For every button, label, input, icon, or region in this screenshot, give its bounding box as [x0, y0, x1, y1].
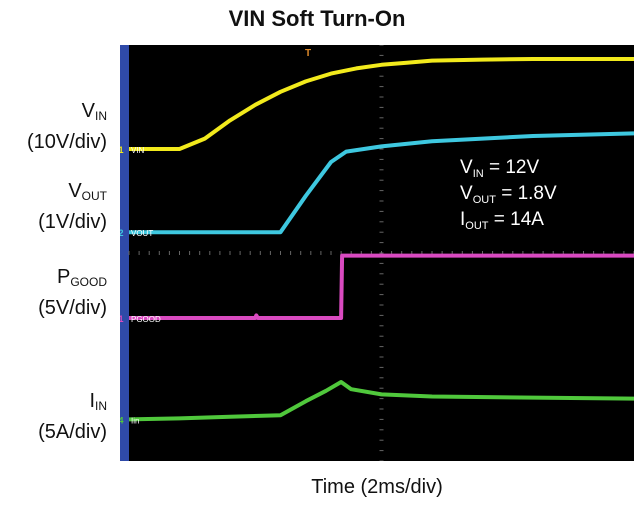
ylabel-iin-name: I — [89, 390, 95, 412]
trace-iin — [128, 380, 634, 422]
ylabel-pgood-scale: (5V/div) — [38, 297, 107, 319]
annotation-value: = 1.8V — [496, 183, 557, 204]
tag-pgood: PGOOD — [131, 315, 161, 324]
marker-vout: 2 — [120, 228, 124, 238]
annotation-value: = 12V — [484, 157, 540, 178]
ylabel-vout-scale: (1V/div) — [38, 211, 107, 233]
scope-left-bar — [120, 45, 129, 461]
tag-vin: VIN — [131, 146, 145, 155]
chart-title: VIN Soft Turn-On — [228, 6, 406, 31]
ylabel-vin: VIN (10V/div) — [27, 98, 107, 155]
ylabel-pgood-sub: GOOD — [70, 275, 107, 289]
annotation-name: V — [460, 157, 473, 178]
tag-vout: VOUT — [131, 229, 153, 238]
marker-iin: 4 — [120, 415, 124, 425]
tag-iin: Iin — [131, 416, 139, 425]
annotation-value: = 14A — [489, 209, 545, 230]
annotation-name: I — [460, 209, 465, 230]
ylabel-iin: IIN (5A/div) — [38, 388, 107, 445]
annotation-line: VIN = 12V — [460, 157, 539, 180]
annotation-name: V — [460, 183, 473, 204]
x-axis-label: Time (2ms/div) — [311, 476, 443, 498]
trace-vout — [129, 131, 634, 235]
scope-traces — [128, 57, 634, 422]
annotation-line: VOUT = 1.8V — [460, 183, 557, 206]
annotation-sub: IN — [473, 168, 484, 180]
ylabel-vout-sub: OUT — [81, 189, 107, 203]
ylabel-pgood-name: P — [56, 266, 71, 288]
scope-channel-markers: 1 VIN 2 VOUT 1 PGOOD 4 Iin — [120, 145, 161, 425]
annotation-line: IOUT = 14A — [460, 209, 544, 232]
ylabel-iin-sub: IN — [95, 399, 107, 413]
trace-vin — [129, 57, 634, 151]
ylabel-vin-sub: IN — [95, 109, 107, 123]
trace-pgood — [129, 253, 634, 320]
trigger-marker: T — [305, 48, 311, 59]
annotation-sub: OUT — [473, 194, 497, 206]
ylabel-vout: VOUT (1V/div) — [38, 178, 107, 235]
ylabel-iin-scale: (5A/div) — [38, 421, 107, 443]
marker-vin: 1 — [120, 145, 124, 155]
ylabel-vin-name: V — [81, 100, 95, 122]
annotation-sub: OUT — [465, 220, 489, 232]
ylabel-pgood: PGOOD (5V/div) — [38, 264, 107, 321]
marker-pgood: 1 — [120, 314, 124, 324]
ylabel-vin-scale: (10V/div) — [26, 131, 107, 153]
ylabel-vout-name: V — [68, 180, 82, 202]
scope-ticks — [128, 45, 634, 461]
